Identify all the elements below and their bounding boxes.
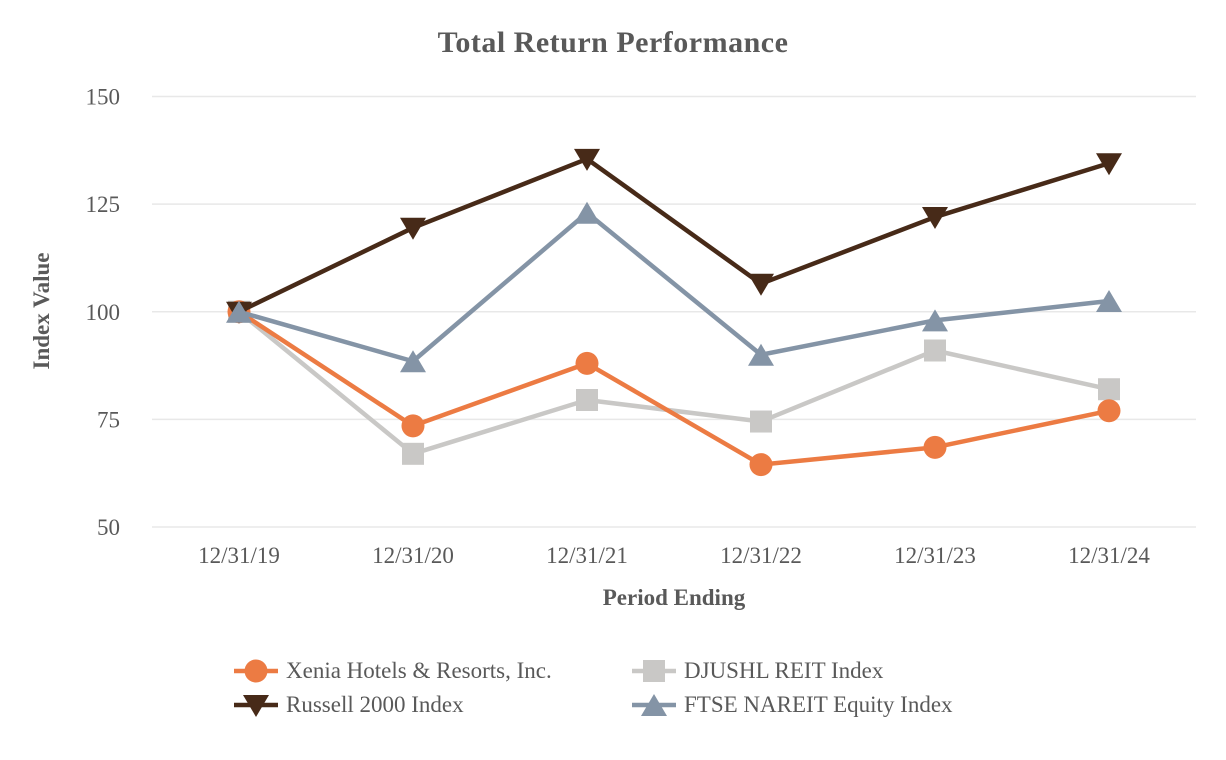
square-marker-icon	[632, 659, 676, 682]
triangle-down-marker-icon	[234, 694, 278, 717]
legend-label: Xenia Hotels & Resorts, Inc.	[286, 657, 552, 683]
series-square	[228, 300, 1120, 465]
chart-title: Total Return Performance	[437, 26, 789, 59]
series-triangle-down	[226, 148, 1122, 324]
series-triangle-up	[226, 201, 1122, 373]
circle-marker-icon	[234, 659, 278, 682]
plot-area: 150 125 100 75 50 12/31/19 12/31/20 12/31/21 12/…	[86, 85, 1196, 568]
y-tick-label: 150	[86, 85, 121, 110]
legend-label: FTSE NAREIT Equity Index	[684, 691, 953, 717]
legend: Xenia Hotels & Resorts, Inc. DJUSHL REIT…	[233, 654, 953, 721]
legend-label: DJUSHL REIT Index	[684, 657, 884, 683]
y-tick-label: 75	[97, 407, 120, 432]
x-tick-label: 12/31/19	[198, 543, 280, 568]
legend-label: Russell 2000 Index	[286, 691, 464, 717]
legend-item-djushl: DJUSHL REIT Index	[631, 654, 953, 687]
x-axis-title: Period Ending	[602, 585, 746, 610]
y-tick-label: 125	[86, 192, 121, 217]
x-tick-label: 12/31/20	[372, 543, 454, 568]
y-tick-label: 100	[86, 300, 121, 325]
legend-item-xenia: Xenia Hotels & Resorts, Inc.	[233, 654, 631, 687]
series-circle	[227, 300, 1121, 477]
triangle-up-marker-icon	[632, 693, 676, 716]
x-tick-label: 12/31/22	[720, 543, 802, 568]
legend-item-ftse: FTSE NAREIT Equity Index	[631, 688, 953, 721]
x-tick-label: 12/31/23	[894, 543, 976, 568]
x-tick-label: 12/31/21	[546, 543, 628, 568]
legend-item-russell: Russell 2000 Index	[233, 688, 631, 721]
y-tick-label: 50	[97, 515, 120, 540]
x-tick-label: 12/31/24	[1068, 543, 1150, 568]
